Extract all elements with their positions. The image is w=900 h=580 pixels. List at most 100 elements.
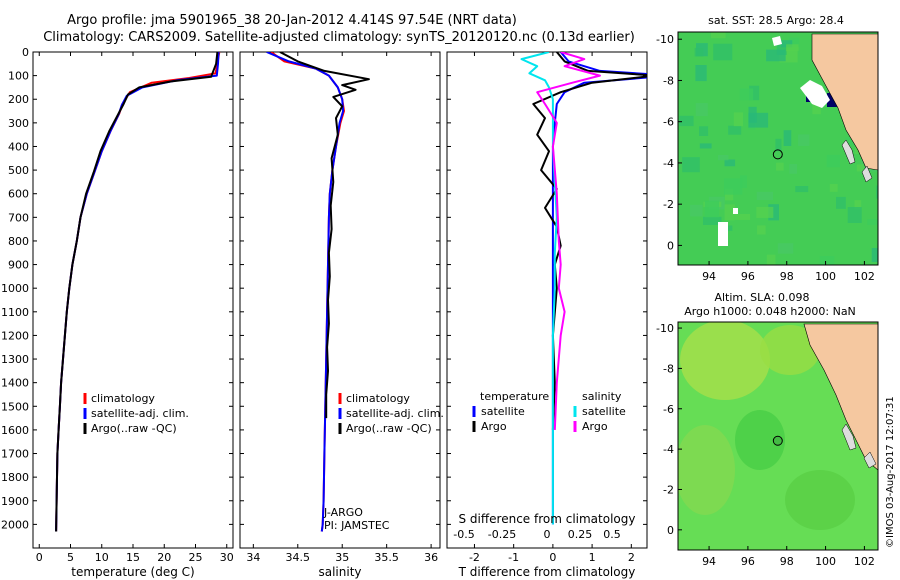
- title-line2: Climatology: CARS2009. Satellite-adjuste…: [43, 30, 635, 45]
- series-line-t-satellite: [551, 52, 647, 525]
- sst-texture-cell: [724, 159, 736, 167]
- sla-argo-marker: [772, 435, 783, 446]
- sst-texture-cell: [756, 206, 774, 218]
- sst-texture-cell: [710, 32, 726, 39]
- sst-map-title: sat. SST: 28.5 Argo: 28.4: [708, 14, 844, 27]
- map-x-tick-label: 102: [854, 555, 875, 568]
- sst-texture-cell: [854, 200, 862, 210]
- x-tick-label: -2: [469, 551, 480, 564]
- x-tick-label: 30: [220, 551, 234, 564]
- y-tick-label: 500: [8, 164, 29, 177]
- map-y-tick-label: -4: [663, 443, 674, 456]
- y-tick-label: 400: [8, 140, 29, 153]
- x-tick-label: 20: [157, 551, 171, 564]
- y-tick-label: 1600: [1, 424, 29, 437]
- s-difference-ticks: -0.5 -0.25 0 0.25 0.5: [453, 528, 620, 541]
- y-tick-label: 300: [8, 117, 29, 130]
- sst-missing-data-2: [733, 208, 738, 214]
- sst-argo-marker: [772, 149, 783, 160]
- series-line-satellite-adj-clim-: [266, 52, 345, 532]
- sst-texture-cell: [734, 214, 751, 220]
- sst-map-frame: [677, 31, 879, 266]
- legend-label: satellite: [481, 405, 525, 418]
- series-line-s-argo: [536, 52, 601, 430]
- sst-texture-cell: [876, 185, 878, 199]
- t-difference-xlabel: T difference from climatology: [458, 565, 636, 579]
- sst-texture-cell: [703, 216, 722, 225]
- salinity-lines: [266, 52, 370, 532]
- salinity-panel: 34 34.5 35 35.5 36 salinity climatology satel…: [239, 51, 444, 579]
- legend-label: satellite-adj. clim.: [91, 407, 189, 420]
- y-tick-label: 1700: [1, 448, 29, 461]
- sst-texture-cell: [775, 138, 782, 152]
- sst-texture-cell: [679, 115, 694, 127]
- sst-texture-cell: [798, 134, 810, 146]
- x-tick-label: 1: [589, 551, 596, 564]
- float-program: J-ARGO: [323, 506, 363, 519]
- sst-texture-cell: [766, 49, 786, 62]
- x-tick-label: 15: [126, 551, 140, 564]
- float-pi: PI: JAMSTEC: [324, 519, 390, 532]
- sst-texture-cell: [788, 37, 800, 47]
- sst-texture-cell: [776, 162, 784, 171]
- series-line-climatology: [55, 52, 221, 532]
- series-line-argo-raw-qc-: [279, 52, 370, 419]
- sst-texture-cell: [728, 125, 742, 135]
- salinity-axes-box: [239, 51, 441, 549]
- sst-texture-cell: [783, 130, 792, 146]
- series-line-t-argo: [532, 52, 647, 430]
- sst-texture-cell: [845, 137, 858, 146]
- map-y-tick-label: -6: [663, 116, 674, 129]
- sst-island-north: [772, 36, 782, 46]
- sst-texture-cell: [871, 248, 878, 262]
- sst-texture-cell: [695, 65, 707, 82]
- sst-texture-cell: [829, 184, 838, 192]
- difference-legend: temperature salinity satellite Argo satellit…: [472, 390, 626, 433]
- map-y-tick-label: 0: [667, 524, 674, 537]
- map-y-tick-label: -8: [663, 362, 674, 375]
- legend-header-temperature: temperature: [480, 390, 549, 403]
- y-tick-label: 1500: [1, 400, 29, 413]
- s-tick-label: 0: [544, 528, 551, 541]
- y-tick-label: 700: [8, 211, 29, 224]
- sst-texture-cell: [847, 207, 862, 223]
- series-line-satellite-adj-clim-: [55, 52, 220, 532]
- sla-high-2: [760, 325, 820, 375]
- sla-low-2: [785, 470, 855, 530]
- sst-texture-cell: [724, 178, 743, 195]
- legend-label: Argo(..raw -QC): [91, 422, 177, 435]
- sst-texture-cell: [695, 103, 708, 117]
- y-tick-label: 1200: [1, 329, 29, 342]
- sst-island-siberut: [841, 139, 856, 165]
- y-tick-label: 1300: [1, 353, 29, 366]
- map-x-tick-label: 96: [741, 555, 755, 568]
- legend-header-salinity: salinity: [582, 390, 622, 403]
- y-tick-label: 1100: [1, 306, 29, 319]
- y-tick-label: 2000: [1, 518, 29, 531]
- sst-map-ticks: 94 96 98 100 102 0 -2 -4 -6 -8 -10: [656, 33, 875, 283]
- sla-map-frame: [677, 321, 879, 551]
- sst-texture-cell: [786, 44, 799, 52]
- sst-texture-cell: [713, 43, 733, 61]
- difference-axes-box: [446, 51, 648, 549]
- legend-label: climatology: [346, 392, 410, 405]
- sst-texture-cell: [756, 191, 773, 200]
- salinity-x-ticks: 34 34.5 35 35.5 36: [246, 52, 438, 564]
- temperature-legend: climatology satellite-adj. clim. Argo(..ra…: [83, 392, 189, 435]
- map-y-tick-label: -6: [663, 403, 674, 416]
- sst-land-sumatra: [811, 33, 878, 171]
- sst-texture-cell: [718, 155, 729, 161]
- series-line-climatology: [270, 52, 345, 532]
- sst-texture-cell: [733, 112, 743, 127]
- legend-label: satellite: [582, 405, 626, 418]
- sla-high-3: [678, 425, 735, 515]
- sst-texture-cell: [777, 243, 794, 254]
- sst-cloud-mask: [800, 80, 830, 108]
- x-tick-label: -1: [508, 551, 519, 564]
- sst-texture-cell: [776, 44, 787, 55]
- sla-high-1: [680, 322, 770, 400]
- y-tick-label: 800: [8, 235, 29, 248]
- sst-texture-cell: [694, 47, 704, 57]
- sst-texture-cell: [757, 225, 766, 235]
